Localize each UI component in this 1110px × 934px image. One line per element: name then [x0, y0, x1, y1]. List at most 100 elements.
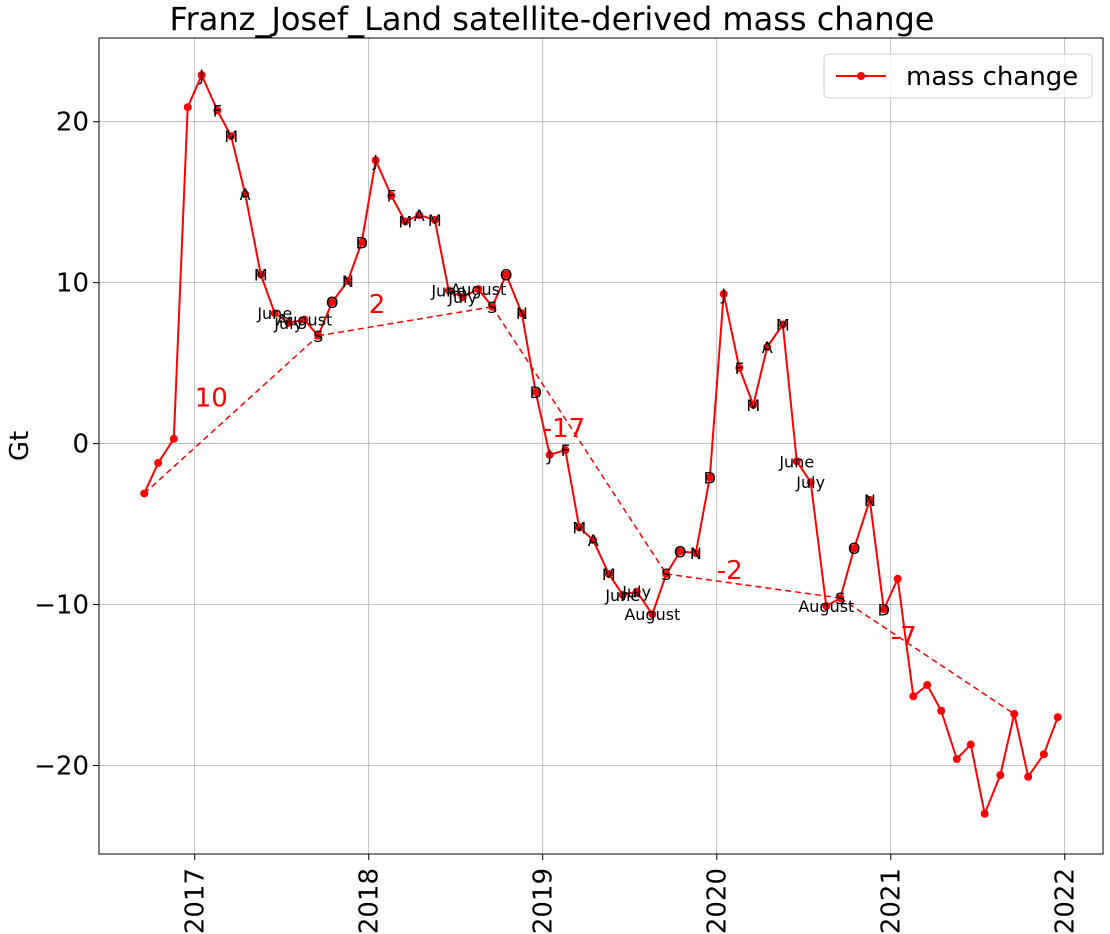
month-label: July: [273, 314, 303, 333]
month-label: M: [398, 212, 412, 231]
data-point: [371, 156, 380, 165]
month-label: A: [762, 338, 773, 357]
data-point: [387, 191, 396, 200]
y-tick-label: 10: [56, 269, 89, 299]
month-label: J: [546, 446, 552, 465]
data-point: [865, 495, 874, 504]
data-point: [966, 740, 975, 749]
month-label: O: [500, 266, 513, 285]
month-label: F: [735, 359, 744, 378]
y-tick-label: −10: [34, 591, 89, 621]
data-point: [444, 286, 453, 295]
y-tick-label: 0: [72, 430, 89, 460]
month-label: August: [450, 280, 506, 299]
data-point: [822, 602, 831, 611]
trend-line: [143, 335, 319, 495]
data-point: [561, 446, 570, 455]
month-label: August: [798, 597, 854, 616]
data-point: [778, 320, 787, 329]
data-point: [169, 434, 178, 443]
month-label: M: [602, 565, 616, 584]
month-label: August: [276, 311, 332, 330]
data-point: [458, 293, 467, 302]
trend-line: [839, 597, 1015, 715]
x-tick-label: 2021: [877, 868, 907, 934]
month-label: A: [414, 206, 425, 225]
month-label: June: [256, 304, 292, 323]
data-point: [618, 590, 627, 599]
month-label: D: [878, 600, 890, 619]
data-point: [1053, 713, 1062, 722]
month-label: D: [530, 383, 542, 402]
month-label: F: [561, 441, 570, 460]
data-point: [893, 574, 902, 583]
trend-labels: 10 2 -17 -2 -7: [195, 290, 917, 652]
data-point: [183, 103, 192, 112]
data-point: [474, 285, 483, 294]
data-point: [952, 755, 961, 764]
month-label: M: [572, 518, 586, 537]
month-label: June: [778, 452, 814, 471]
data-point: [154, 458, 163, 467]
data-point: [415, 211, 424, 220]
data-point: [806, 478, 815, 487]
month-label: A: [240, 185, 251, 204]
data-point: [213, 106, 222, 115]
trend-label: 2: [369, 290, 386, 320]
month-label: M: [776, 315, 790, 334]
chart-title: Franz_Josef_Land satellite-derived mass …: [170, 0, 935, 38]
data-point: [502, 270, 511, 279]
month-label: A: [588, 531, 599, 550]
month-label: N: [342, 272, 354, 291]
data-point: [836, 594, 845, 603]
data-point: [879, 605, 888, 614]
data-point: [401, 217, 410, 226]
data-point: [575, 523, 584, 532]
plot-frame: [98, 37, 1104, 855]
data-point: [1010, 709, 1019, 718]
data-point: [531, 388, 540, 397]
month-label: J: [720, 285, 726, 304]
data-point: [909, 692, 918, 701]
data-point: [632, 587, 641, 596]
legend-box: [823, 53, 1093, 99]
trend-line: [491, 306, 667, 575]
x-tick-label: 2020: [703, 868, 733, 934]
trend-lines: [143, 306, 1015, 715]
data-point: [937, 706, 946, 715]
month-label: July: [447, 288, 477, 307]
y-tick-label: 20: [56, 108, 89, 138]
data-point: [140, 489, 149, 498]
data-point: [604, 569, 613, 578]
month-label: July: [621, 583, 651, 602]
month-label: June: [604, 586, 640, 605]
month-label: S: [661, 565, 671, 584]
month-label: D: [704, 468, 716, 487]
x-tick-label: 2018: [355, 868, 385, 934]
data-point: [980, 809, 989, 818]
month-label: O: [674, 542, 687, 561]
axis-ticks: 2017 2018 2019 2020 2021 2022 20 10 0 −10 −20: [34, 108, 1081, 934]
series-line: [143, 74, 1059, 815]
data-point: [923, 681, 932, 690]
data-point: [705, 473, 714, 482]
data-point: [545, 450, 554, 459]
month-label: S: [835, 589, 845, 608]
month-label: N: [516, 304, 528, 323]
data-point: [792, 457, 801, 466]
month-label: O: [326, 293, 339, 312]
trend-label: 10: [195, 384, 228, 414]
month-label: S: [313, 327, 323, 346]
x-tick-label: 2022: [1051, 868, 1081, 934]
trend-label: -7: [891, 622, 917, 652]
month-label: N: [864, 491, 876, 510]
month-label: F: [387, 187, 396, 206]
legend-entry-label: mass change: [906, 62, 1078, 92]
month-label: M: [254, 266, 268, 285]
data-point: [719, 289, 728, 298]
data-point: [676, 547, 685, 556]
month-label: N: [690, 544, 702, 563]
data-point: [270, 309, 279, 318]
data-point: [662, 569, 671, 578]
